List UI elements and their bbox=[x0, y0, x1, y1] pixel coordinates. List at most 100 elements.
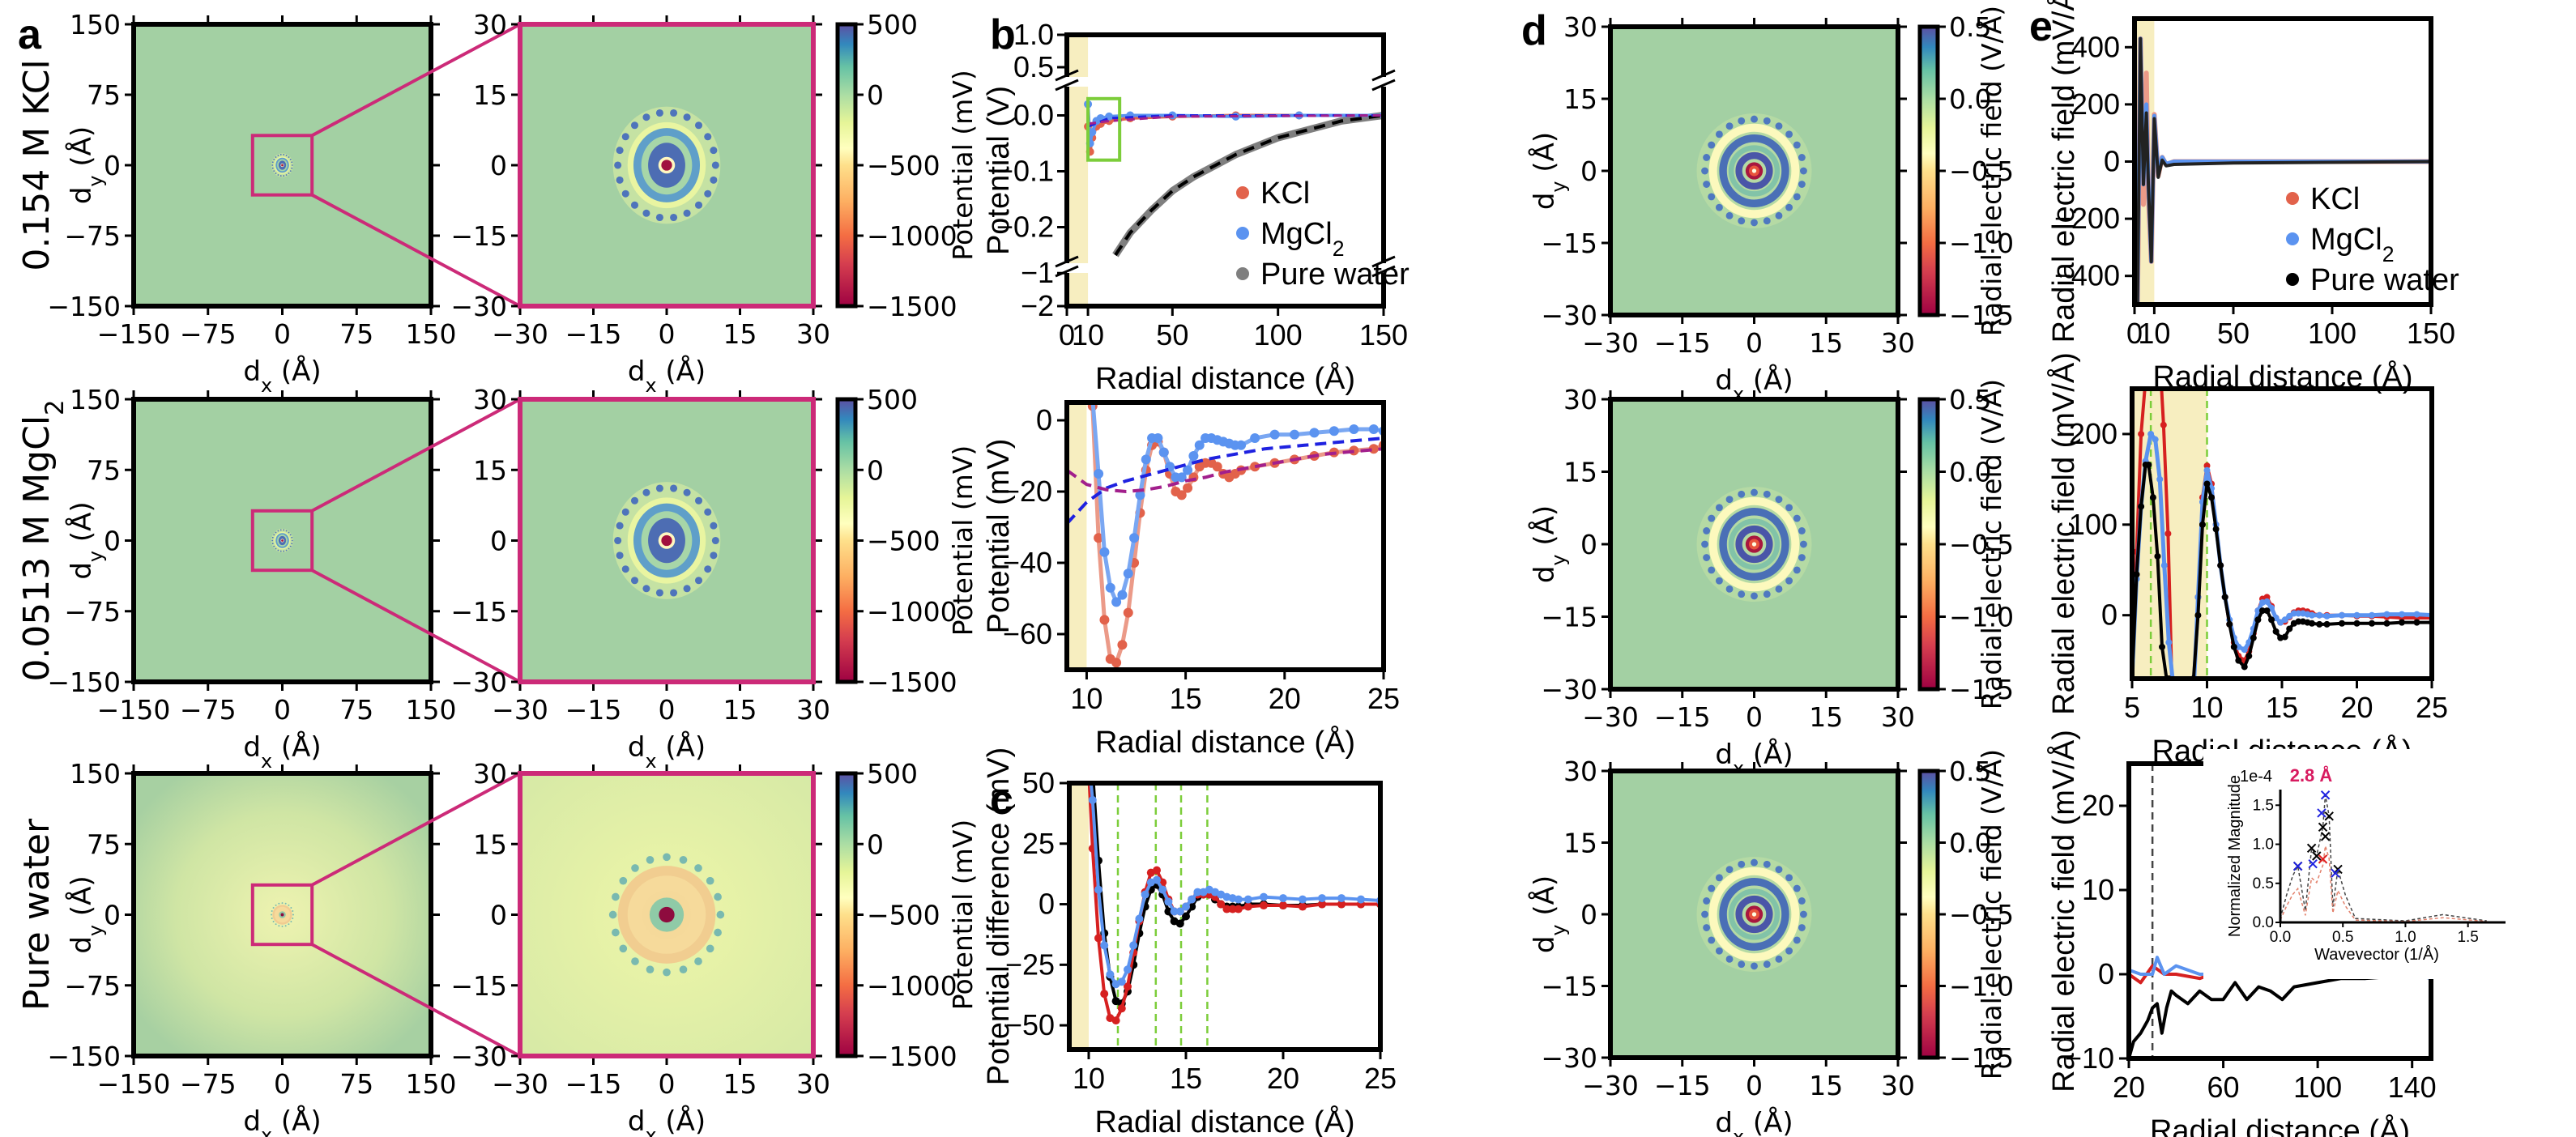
heatmap-feature bbox=[1793, 141, 1801, 149]
x-tick-label: 100 bbox=[2293, 1071, 2342, 1104]
heatmap-feature bbox=[704, 508, 712, 516]
x-tick-label: 25 bbox=[1364, 1062, 1397, 1095]
water-fit-dashed bbox=[1114, 113, 1384, 257]
x-tick-label: 20 bbox=[1269, 682, 1301, 715]
colorbar-tick-label: −1.5 bbox=[1949, 674, 2014, 705]
heatmap-feature bbox=[1775, 496, 1783, 504]
axis-break-mark bbox=[1055, 255, 1079, 268]
heatmap-feature bbox=[710, 551, 718, 560]
x-tick-label: 10 bbox=[1072, 318, 1104, 351]
data-point bbox=[2281, 616, 2288, 624]
data-point bbox=[1269, 429, 1280, 440]
heatmap-feature bbox=[1763, 117, 1771, 125]
legend-label-water: Pure water bbox=[2310, 263, 2459, 297]
data-point bbox=[1183, 465, 1193, 475]
data-point bbox=[2254, 616, 2262, 624]
heatmap-feature bbox=[1751, 962, 1758, 970]
x-tick-label: 15 bbox=[1809, 327, 1843, 359]
inset-x-tick-label: 1.5 bbox=[2457, 929, 2478, 946]
heatmap-feature bbox=[1715, 203, 1723, 211]
y-tick-label: 0 bbox=[1580, 529, 1597, 560]
x-tick-label: −15 bbox=[565, 1068, 622, 1100]
panel-label-b: b bbox=[990, 11, 1016, 58]
heatmap-feature bbox=[1703, 897, 1711, 905]
inset-scale-label: 1e-4 bbox=[2240, 768, 2272, 786]
data-point bbox=[1100, 990, 1109, 999]
series-line-pure-water bbox=[1112, 112, 1384, 258]
shaded-region bbox=[1067, 402, 1087, 670]
heatmap-feature bbox=[271, 543, 274, 545]
x-axis-label: dx (Å) bbox=[243, 730, 321, 773]
x-axis-label: Radial distance (Å) bbox=[1094, 1104, 1354, 1137]
heatmap-feature bbox=[291, 536, 293, 539]
heatmap-feature bbox=[711, 161, 719, 169]
data-point bbox=[2323, 620, 2331, 628]
y-tick-label: 150 bbox=[70, 384, 121, 415]
y-tick-label: 30 bbox=[473, 9, 507, 40]
x-tick-label: −15 bbox=[1654, 701, 1711, 733]
colorbar-label: Potential (mV) bbox=[947, 70, 979, 261]
x-tick-label: 15 bbox=[723, 1068, 757, 1100]
y-tick-label: 50 bbox=[1022, 766, 1055, 799]
heatmap-feature bbox=[714, 892, 722, 901]
colorbar-tick-label: −0.5 bbox=[1949, 529, 2014, 560]
heatmap-feature bbox=[1728, 518, 1781, 570]
heatmap-feature bbox=[1785, 203, 1793, 211]
heatmap-feature bbox=[1775, 122, 1783, 130]
x-tick-label: 150 bbox=[406, 318, 457, 350]
data-point bbox=[2316, 611, 2323, 619]
data-point bbox=[1111, 658, 1122, 668]
heatmap-feature bbox=[1751, 488, 1758, 496]
x-tick-label: −30 bbox=[1582, 1070, 1639, 1101]
legend-marker-kcl bbox=[1236, 186, 1249, 199]
zoom-connector-line bbox=[311, 193, 521, 308]
y-tick-label: 25 bbox=[1022, 827, 1055, 860]
heatmap-feature bbox=[1763, 960, 1771, 969]
y-tick-label: 0 bbox=[2098, 957, 2114, 990]
heatmap-feature bbox=[1701, 910, 1708, 918]
panel-label-e: e bbox=[2029, 3, 2053, 50]
heatmap-feature bbox=[619, 876, 628, 885]
colorbar-tick-label: 500 bbox=[867, 384, 918, 415]
data-point bbox=[1222, 905, 1231, 913]
y-tick-label: −2 bbox=[1021, 289, 1054, 322]
data-point bbox=[1164, 897, 1173, 906]
chart-b-mid: 10 15 20 25 0 −20 −40 −60 Radial distance (Å) Pot… bbox=[982, 400, 1400, 760]
data-point bbox=[1124, 965, 1132, 974]
heatmap-feature bbox=[1785, 947, 1793, 955]
heatmap-feature bbox=[642, 209, 650, 217]
data-point bbox=[1279, 901, 1287, 910]
legend-marker-mgcl2 bbox=[1236, 227, 1249, 240]
y-tick-label: 30 bbox=[1563, 384, 1597, 415]
y-axis-label: Radial electric field (mV/Å) bbox=[2045, 0, 2081, 343]
heatmap-feature bbox=[1738, 960, 1746, 969]
data-point bbox=[1085, 767, 1093, 775]
data-point bbox=[1217, 900, 1226, 909]
data-point bbox=[2258, 607, 2266, 615]
heatmap-feature bbox=[1708, 496, 1800, 592]
heatmap-feature bbox=[285, 174, 288, 176]
heatmap-feature bbox=[694, 577, 703, 585]
heatmap-feature bbox=[642, 488, 650, 496]
legend-marker-water bbox=[1236, 267, 1249, 280]
data-point bbox=[1250, 433, 1260, 443]
row-label: 0.0513 M MgCl2 bbox=[16, 399, 70, 681]
inset-peak-marker bbox=[2292, 861, 2303, 871]
x-tick-label: 5 bbox=[2124, 691, 2140, 724]
x-tick-label: 0 bbox=[274, 694, 291, 726]
heatmap-feature bbox=[661, 160, 672, 171]
data-point bbox=[1175, 919, 1184, 928]
colorbar-tick-label: 0.5 bbox=[1949, 11, 1991, 43]
heatmap-feature bbox=[271, 167, 274, 169]
data-point bbox=[1236, 440, 1247, 450]
data-point bbox=[1176, 472, 1187, 483]
plot-area bbox=[2132, 389, 2432, 679]
x-tick-label: 15 bbox=[2266, 691, 2298, 724]
legend-marker-water bbox=[2286, 273, 2299, 286]
heatmap-feature bbox=[1751, 168, 1757, 173]
y-tick-label: 15 bbox=[473, 79, 507, 111]
inset-peak-marker bbox=[2320, 832, 2331, 841]
heatmap-feature bbox=[646, 855, 655, 864]
data-point bbox=[1299, 902, 1307, 911]
